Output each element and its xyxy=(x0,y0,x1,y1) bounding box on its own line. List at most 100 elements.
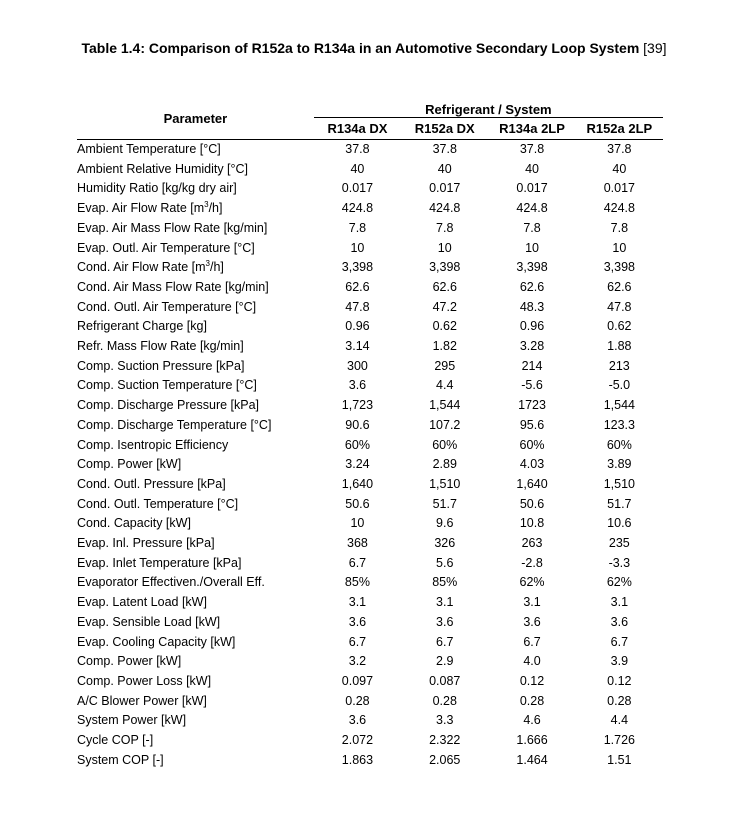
value-cell: -5.6 xyxy=(521,378,543,393)
value-cell: 3.6 xyxy=(610,614,629,629)
value-cell: 6.7 xyxy=(348,555,367,570)
caption-title: Table 1.4: Comparison of R152a to R134a … xyxy=(81,40,640,56)
value-cell: 213 xyxy=(608,358,630,373)
value-cell: 60% xyxy=(606,437,632,452)
value-cell: 47.2 xyxy=(432,299,457,314)
parameter-name: Ambient Temperature [°C] xyxy=(77,142,221,156)
parameter-name: Comp. Power Loss [kW] xyxy=(77,673,212,688)
value-cell: 4.03 xyxy=(519,457,545,472)
parameter-name: Refr. Mass Flow Rate [kg/min] xyxy=(77,339,244,354)
table-body: Ambient Temperature [°C] 37.8 37.8 37.8 37.8… xyxy=(77,140,663,771)
parameter-name: Cond. Capacity [kW] xyxy=(77,516,191,531)
value-cell: 424.8 xyxy=(429,201,461,216)
value-cell: 4.4 xyxy=(610,713,629,728)
value-cell: 235 xyxy=(608,536,630,551)
value-cell: 424.8 xyxy=(516,201,548,216)
table-row: Comp. Discharge Pressure [kPa] 1,723 1,544… xyxy=(77,396,663,416)
refrigerant-system-group-header: Refrigerant / System xyxy=(313,97,663,118)
value-cell: 6.7 xyxy=(610,634,629,649)
parameter-name: Evap. Latent Load [kW] xyxy=(77,595,207,610)
value-cell: 0.12 xyxy=(607,673,632,688)
table-row: Refr. Mass Flow Rate [kg/min] 3.14 1.82 3.2… xyxy=(77,337,663,357)
value-cell: 10 xyxy=(437,240,452,255)
parameter-name: Evap. Outl. Air Temperature [°C] xyxy=(77,240,255,255)
value-cell: 4.6 xyxy=(523,713,541,728)
value-cell: 0.017 xyxy=(341,181,374,196)
parameter-name: Ambient Relative Humidity [°C] xyxy=(77,161,249,176)
value-cell: 48.3 xyxy=(519,299,545,314)
value-cell: 3.89 xyxy=(607,457,632,472)
value-cell: 1.863 xyxy=(341,752,374,767)
table-row: Comp. Suction Pressure [kPa] 300 295 214 213 xyxy=(77,357,663,377)
value-cell: 3.1 xyxy=(523,595,541,610)
table-row: Comp. Discharge Temperature [°C] 90.6 107.… xyxy=(77,416,663,436)
parameter-name: System Power [kW] xyxy=(77,713,187,728)
value-cell: 7.8 xyxy=(436,220,454,235)
value-cell: 2.072 xyxy=(341,733,374,748)
parameter-name: Evap. Cooling Capacity [kW] xyxy=(77,634,236,649)
parameter-name: Evaporator Effectiven./Overall Eff. xyxy=(77,575,265,590)
value-cell: 0.28 xyxy=(607,693,632,708)
value-cell: 37.8 xyxy=(432,142,457,156)
column-header-r134a-2lp: R134a 2LP xyxy=(499,121,565,136)
table-row: Evap. Sensible Load [kW] 3.6 3.6 3.6 3.6 xyxy=(77,613,663,633)
value-cell: 10.6 xyxy=(607,516,632,531)
value-cell: 62.6 xyxy=(345,279,370,294)
value-cell: 10 xyxy=(350,516,365,531)
value-cell: 3,398 xyxy=(429,260,461,275)
value-cell: 3.6 xyxy=(436,614,454,629)
table-row: Evap. Air Flow Rate [m3/h] 424.8 424.8 424.… xyxy=(77,199,663,219)
table-row: Evaporator Effectiven./Overall Eff. 85% 85… xyxy=(77,573,663,593)
table-row: Evap. Latent Load [kW] 3.1 3.1 3.1 3.1 xyxy=(77,593,663,613)
table-row: Comp. Suction Temperature [°C] 3.6 4.4 -5.6… xyxy=(77,376,663,396)
value-cell: 0.62 xyxy=(432,319,457,334)
value-cell: 7.8 xyxy=(348,220,367,235)
value-cell: 0.96 xyxy=(345,319,370,334)
header-row-group: Parameter Refrigerant / System xyxy=(77,97,663,126)
value-cell: 40 xyxy=(437,161,452,176)
value-cell: 60% xyxy=(519,437,545,452)
value-cell: 6.7 xyxy=(348,634,367,649)
parameter-name: Cond. Air Mass Flow Rate [kg/min] xyxy=(77,279,269,294)
value-cell: 10 xyxy=(350,240,365,255)
value-cell: 62.6 xyxy=(519,279,545,294)
parameter-name: Comp. Power [kW] xyxy=(77,654,182,669)
value-cell: 300 xyxy=(347,358,368,373)
value-cell: 7.8 xyxy=(610,220,629,235)
value-cell: 1,510 xyxy=(603,476,635,491)
value-cell: 85% xyxy=(432,575,458,590)
value-cell: 2.9 xyxy=(436,654,454,669)
value-cell: 1.666 xyxy=(516,733,548,748)
value-cell: 4.0 xyxy=(523,654,541,669)
parameter-name: Comp. Discharge Temperature [°C] xyxy=(77,417,272,432)
value-cell: 0.96 xyxy=(519,319,545,334)
value-cell: 90.6 xyxy=(345,417,370,432)
table-row: Cycle COP [-] 2.072 2.322 1.666 1.726 xyxy=(77,731,663,751)
table-row: A/C Blower Power [kW] 0.28 0.28 0.28 0.28 xyxy=(77,692,663,712)
value-cell: 2.89 xyxy=(432,457,457,472)
table-row: Comp. Isentropic Efficiency 60% 60% 60% 60% xyxy=(77,436,663,456)
header-row-columns: R134a DX R152a DX R134a 2LP R152a 2LP xyxy=(77,118,663,140)
value-cell: -5.0 xyxy=(608,378,631,393)
value-cell: 214 xyxy=(521,358,543,373)
value-cell: 2.065 xyxy=(429,752,461,767)
value-cell: 50.6 xyxy=(345,496,370,511)
value-cell: 326 xyxy=(434,536,456,551)
value-cell: 0.017 xyxy=(429,181,461,196)
parameter-name: Comp. Suction Temperature [°C] xyxy=(77,378,257,393)
value-cell: 3.1 xyxy=(436,595,454,610)
table-caption: Table 1.4: Comparison of R152a to R134a … xyxy=(80,38,668,58)
value-cell: 60% xyxy=(432,437,458,452)
table-row: Cond. Outl. Air Temperature [°C] 47.8 47.2… xyxy=(77,298,663,318)
parameter-name: System COP [-] xyxy=(77,752,164,767)
parameter-name: Comp. Suction Pressure [kPa] xyxy=(77,358,245,373)
value-cell: 3.6 xyxy=(348,378,367,393)
table-row: Evap. Inl. Pressure [kPa] 368 326 263 235 xyxy=(77,534,663,554)
value-cell: 0.28 xyxy=(519,693,545,708)
comparison-table: Parameter Refrigerant / System R134a DX … xyxy=(77,97,663,771)
value-cell: 4.4 xyxy=(436,378,454,393)
value-cell: 295 xyxy=(434,358,456,373)
value-cell: 6.7 xyxy=(436,634,454,649)
value-cell: 62.6 xyxy=(432,279,457,294)
value-cell: 1.464 xyxy=(516,752,548,767)
